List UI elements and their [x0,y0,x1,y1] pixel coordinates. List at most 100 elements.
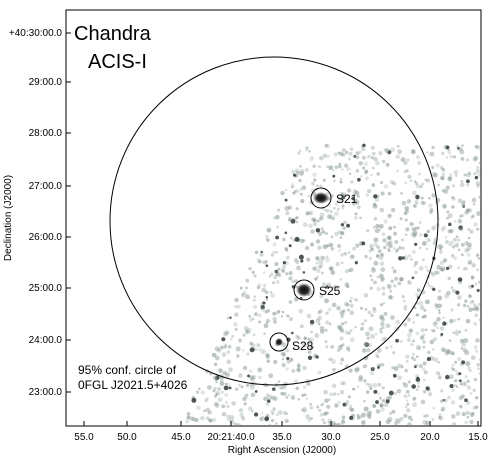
photon-event [416,345,422,351]
photon-event [345,302,350,307]
photon-event [242,349,245,352]
photon-event [401,256,406,260]
photon-event [438,311,441,315]
photon-event [312,266,317,271]
photon-event [354,212,358,216]
photon-event [355,243,360,248]
photon-event [410,342,414,347]
photon-event [350,296,354,300]
y-axis: +40:30:00.0 29:00.0 28:00.0 27:00.0 26:0… [9,28,71,398]
photon-event [319,184,323,188]
photon-event [395,248,400,252]
photon-event [404,233,408,237]
photon-event [392,373,397,378]
photon-event [349,329,353,333]
photon-event [389,345,393,349]
x-tick-label: 15.0 [468,432,488,443]
photon-event [248,406,253,411]
photon-event [415,388,419,392]
photon-event [350,180,354,184]
photon-event [293,190,297,193]
photon-event [346,223,351,228]
photon-event [388,295,394,300]
photon-event [388,244,393,249]
photon-event [272,281,275,285]
photon-event [469,412,475,418]
photon-event [299,324,304,329]
photon-event [349,337,355,343]
photon-event [468,307,473,312]
photon-event [428,203,433,208]
photon-event [373,194,378,199]
photon-event [392,351,396,355]
photon-event [369,274,373,278]
photon-event [380,362,385,367]
photon-event [356,415,361,420]
photon-event [219,381,225,386]
photon-event [403,382,409,388]
photon-event [448,374,454,380]
photon-event [463,383,467,387]
photon-event [418,246,422,250]
photon-event [405,354,410,359]
y-tick-label: 27:00.0 [29,181,63,192]
photon-event [328,357,332,361]
photon-event [308,211,312,215]
y-tick-label: 28:00.0 [29,128,63,139]
photon-event [280,351,285,356]
photon-event [296,364,301,368]
photon-event [392,247,396,250]
photon-event [422,378,426,382]
photon-event [466,415,470,419]
photon-event [318,259,323,265]
photon-event [467,242,472,248]
photon-event [291,368,296,373]
photon-event [324,328,328,332]
photon-event [437,244,443,250]
photon-event [381,286,386,291]
photon-event [410,356,415,360]
photon-event [391,266,395,270]
photon-event [324,340,328,343]
photon-event [347,251,351,255]
photon-event [457,147,460,150]
photon-event [229,316,232,319]
photon-event [411,384,417,389]
photon-event [403,323,408,327]
photon-event [327,214,332,220]
photon-event [344,163,349,168]
photon-event [234,297,239,303]
photon-event [322,411,327,416]
photon-event [215,392,218,396]
photon-event [302,365,307,371]
photon-event [402,382,406,385]
photon-event [410,149,416,155]
photon-event [379,256,383,261]
photon-event [348,151,353,156]
photon-event [476,268,480,272]
photon-event [380,252,384,257]
photon-event [286,314,290,318]
photon-event [348,331,351,335]
photon-event [407,280,412,285]
photon-event [370,247,374,251]
photon-event [439,247,443,251]
photon-event [473,345,478,350]
photon-event [466,183,470,187]
photon-event [211,352,217,358]
photon-event [331,359,336,364]
photon-event [437,295,443,301]
photon-event [352,189,358,194]
photon-event [243,402,247,406]
photon-event [276,272,281,277]
photon-event [393,366,399,371]
photon-event [315,355,319,359]
photon-event [469,229,474,234]
photon-event [241,416,246,421]
photon-event [330,247,335,251]
photon-event [344,330,350,335]
photon-event [306,313,312,319]
photon-event [341,168,344,171]
photon-event [319,294,324,299]
photon-event [415,377,421,382]
